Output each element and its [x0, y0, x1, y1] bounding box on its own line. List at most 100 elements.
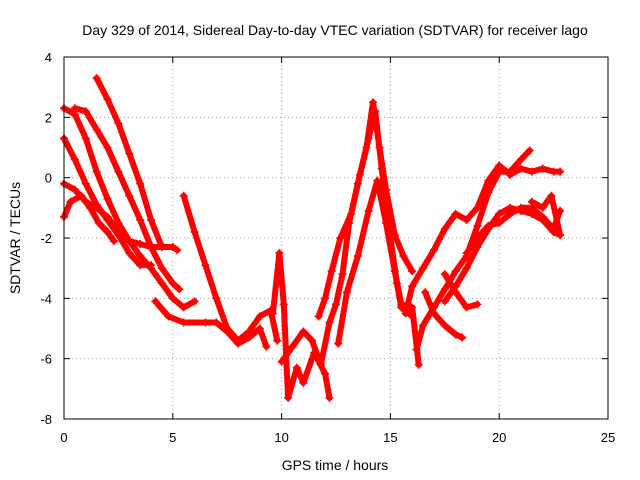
data-point — [299, 327, 308, 336]
data-point — [408, 267, 417, 276]
x-tick-label: 20 — [492, 430, 506, 445]
data-point — [408, 282, 417, 291]
data-point — [538, 212, 547, 221]
data-point — [316, 360, 325, 369]
data-point — [527, 197, 536, 206]
series-core-arc-17 — [443, 273, 479, 309]
data-point — [277, 357, 286, 366]
data-point — [462, 303, 471, 312]
y-tick-labels: -8 -6 -4 -2 0 2 4 — [40, 50, 52, 427]
data-point — [94, 218, 103, 227]
data-point — [284, 393, 293, 402]
data-point — [353, 252, 362, 261]
data-point — [556, 167, 565, 176]
data-point — [81, 134, 90, 143]
data-point — [136, 215, 145, 224]
data-point — [342, 288, 351, 297]
data-point — [157, 279, 166, 288]
data-point — [275, 249, 284, 258]
data-point — [451, 267, 460, 276]
axis-ticks — [63, 56, 609, 420]
data-point — [451, 209, 460, 218]
data-point — [484, 221, 493, 230]
data-point — [325, 393, 334, 402]
data-point — [168, 294, 177, 303]
series-core-arc-18 — [465, 206, 562, 255]
y-tick-label: -8 — [40, 412, 52, 427]
data-point — [484, 176, 493, 185]
data-point — [525, 146, 534, 155]
x-tick-label: 15 — [383, 430, 397, 445]
data-point — [332, 300, 340, 309]
data-point — [179, 318, 188, 327]
x-tick-label: 0 — [60, 430, 67, 445]
data-point — [77, 191, 86, 200]
data-point — [273, 336, 282, 345]
data-point — [506, 167, 515, 176]
y-tick-label: -2 — [40, 231, 52, 246]
data-point — [164, 312, 173, 321]
data-point — [462, 264, 471, 273]
data-point — [103, 95, 112, 104]
data-point — [399, 252, 408, 261]
data-point — [103, 143, 112, 152]
data-point — [338, 270, 347, 279]
data-point — [334, 339, 343, 348]
data-point — [371, 107, 380, 116]
data-point — [234, 336, 243, 345]
x-axis-label: GPS time / hours — [282, 457, 389, 473]
data-point — [114, 167, 123, 176]
data-point — [451, 288, 460, 297]
data-point — [66, 197, 75, 206]
data-point — [440, 224, 449, 233]
data-point — [473, 221, 482, 230]
data-point — [462, 249, 471, 258]
chart-title: Day 329 of 2014, Sidereal Day-to-day VTE… — [82, 22, 588, 38]
data-point — [527, 167, 536, 176]
y-axis-label: SDTVAR / TECUs — [7, 182, 23, 294]
data-point — [103, 194, 112, 203]
data-point — [212, 294, 221, 303]
data-point — [347, 209, 356, 218]
data-point — [421, 288, 430, 297]
data-point — [92, 167, 101, 176]
data-point — [255, 324, 264, 333]
data-point — [495, 167, 504, 176]
data-point — [173, 246, 182, 255]
data-point — [86, 203, 95, 212]
x-tick-label: 5 — [169, 430, 176, 445]
data-point — [429, 309, 438, 318]
data-point — [440, 297, 449, 306]
data-point — [201, 261, 210, 270]
data-point — [81, 107, 90, 116]
data-point — [125, 249, 134, 258]
data-point — [175, 285, 184, 294]
data-point — [325, 318, 334, 327]
data-point — [373, 176, 382, 185]
data-point — [364, 206, 373, 215]
data-point — [70, 104, 79, 113]
y-tick-label: -4 — [40, 291, 52, 306]
data-point — [440, 321, 449, 330]
data-point — [299, 378, 308, 387]
data-point — [401, 309, 410, 318]
data-point — [473, 300, 482, 309]
data-point — [190, 227, 199, 236]
data-point — [255, 312, 264, 321]
data-point — [70, 185, 79, 194]
data-point — [147, 243, 156, 252]
data-point — [364, 134, 373, 143]
data-point — [429, 246, 438, 255]
data-point — [538, 203, 547, 212]
data-point — [321, 369, 330, 378]
data-point — [92, 74, 101, 83]
data-point — [419, 264, 428, 273]
data-point — [136, 240, 145, 249]
data-point — [516, 164, 525, 173]
data-point — [484, 188, 493, 197]
data-point — [262, 342, 271, 351]
x-tick-label: 25 — [601, 430, 615, 445]
data-point — [458, 333, 467, 342]
data-point — [397, 300, 406, 309]
